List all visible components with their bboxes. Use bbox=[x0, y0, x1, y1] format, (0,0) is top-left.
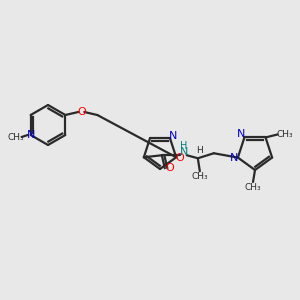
Text: O: O bbox=[166, 163, 174, 173]
Text: N: N bbox=[230, 153, 238, 163]
Text: H: H bbox=[196, 146, 203, 155]
Text: CH₃: CH₃ bbox=[8, 133, 24, 142]
Text: H: H bbox=[180, 141, 188, 151]
Text: N: N bbox=[180, 147, 188, 157]
Text: CH₃: CH₃ bbox=[245, 182, 261, 191]
Text: CH₃: CH₃ bbox=[191, 172, 208, 181]
Text: N: N bbox=[237, 129, 246, 140]
Text: N: N bbox=[169, 131, 177, 141]
Text: O: O bbox=[77, 107, 86, 117]
Text: O: O bbox=[176, 153, 184, 163]
Text: N: N bbox=[26, 130, 35, 140]
Text: CH₃: CH₃ bbox=[276, 130, 293, 139]
